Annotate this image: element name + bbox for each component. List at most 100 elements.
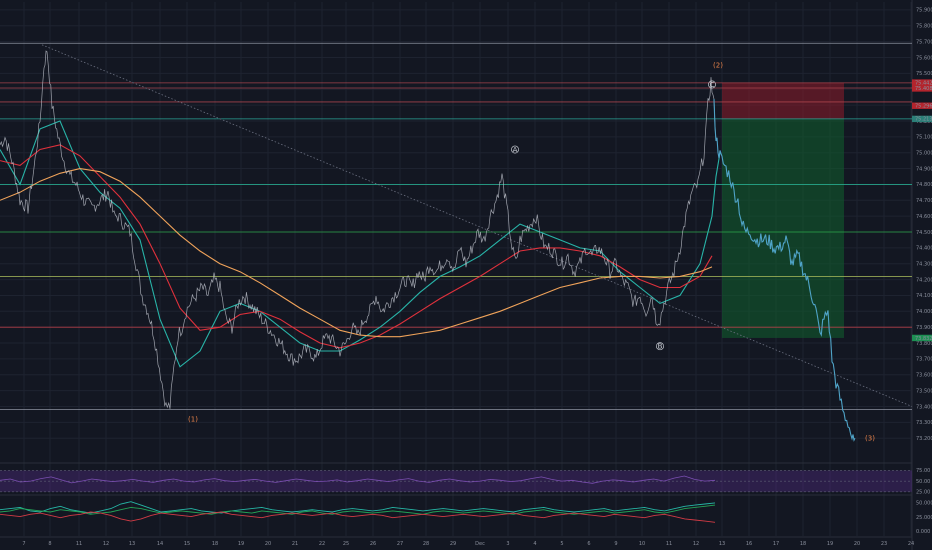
time-axis[interactable]: 7 8 11 12 13 14 15 18 19 20 21 22 25 26 27 28 29 Dec 3 4 5 6 9…	[22, 541, 914, 547]
time-axis-tick: Dec	[475, 541, 485, 547]
time-axis-tick: 22	[319, 541, 325, 547]
wave-label: (2)	[713, 62, 723, 70]
time-axis-tick: 28	[423, 541, 429, 547]
wave-label: B	[658, 343, 663, 351]
moving-average-1	[0, 120, 721, 368]
price-axis-tick: 74.900	[916, 166, 932, 172]
price-axis-tick: 75.000	[916, 150, 932, 156]
price-axis-tick: 73.800	[916, 341, 932, 347]
moving-average-3	[0, 168, 713, 338]
time-axis-tick: 25	[343, 541, 349, 547]
time-axis-tick: 7	[22, 541, 25, 547]
price-label-text: 75.442	[915, 80, 932, 86]
time-axis-tick: 26	[370, 541, 376, 547]
price-axis-tick: 73.200	[916, 436, 932, 442]
price-axis-tick: 74.100	[916, 293, 932, 299]
price-axis-tick: 73.600	[916, 373, 932, 379]
price-pane[interactable]: (1) (2) (3) A B C	[0, 42, 913, 443]
time-axis-tick: 20	[265, 541, 271, 547]
price-axis-tick: 73.700	[916, 357, 932, 363]
time-axis-tick: 11	[76, 541, 82, 547]
time-axis-tick: 29	[450, 541, 456, 547]
oscillator-axis-tick: 25.000	[916, 515, 932, 521]
price-axis-tick: 74.800	[916, 182, 932, 188]
price-axis-tick: 75.800	[916, 24, 932, 30]
time-axis-tick: 18	[800, 541, 806, 547]
wave-label: (3)	[865, 435, 875, 443]
price-axis-tick: 75.900	[916, 8, 932, 14]
price-label-tag	[912, 334, 932, 342]
price-axis-tick: 75.500	[916, 71, 932, 77]
time-axis-tick: 16	[746, 541, 752, 547]
time-axis-tick: 10	[639, 541, 645, 547]
price-axis-tick: 75.600	[916, 55, 932, 61]
price-axis-tick: 74.400	[916, 246, 932, 252]
descending-trendline	[41, 44, 913, 407]
moving-average-2	[0, 144, 713, 349]
oscillator-line-3	[0, 511, 716, 523]
price-axis-tick: 74.700	[916, 198, 932, 204]
rsi-axis-tick: 50.00	[916, 479, 930, 485]
time-axis-tick: 24	[908, 541, 914, 547]
time-axis-tick: 8	[48, 541, 51, 547]
oscillator-axis-tick: 0.000	[916, 529, 930, 535]
rsi-pane[interactable]	[0, 470, 912, 493]
price-label-tag	[912, 79, 932, 86]
time-axis-tick: 20	[854, 541, 860, 547]
wave-label-circle	[708, 80, 716, 89]
price-label-tag	[912, 115, 932, 123]
oscillator-axis-tick: 50.000	[916, 501, 932, 507]
oscillator-pane[interactable]	[0, 501, 716, 523]
wave-label: C	[710, 81, 715, 89]
time-axis-tick: 9	[614, 541, 617, 547]
take-profit-zone	[722, 118, 844, 338]
stop-loss-zone	[722, 82, 844, 119]
price-axis-tick: 74.300	[916, 262, 932, 268]
time-axis-tick: 13	[719, 541, 725, 547]
price-axis[interactable]: 75.90075.80075.70075.60075.50075.40075.3…	[912, 8, 932, 535]
rsi-axis-tick: 75.00	[916, 468, 930, 474]
time-axis-tick: 19	[827, 541, 833, 547]
time-axis-tick: 21	[292, 541, 298, 547]
price-axis-tick: 73.500	[916, 388, 932, 394]
wave-label-circle	[656, 342, 664, 351]
price-axis-tick: 73.400	[916, 404, 932, 410]
wave-label: (1)	[188, 415, 198, 423]
price-axis-tick: 75.100	[916, 135, 932, 141]
time-axis-tick: 18	[212, 541, 218, 547]
wave-label-circle	[511, 145, 519, 154]
price-axis-tick: 74.200	[916, 277, 932, 283]
time-axis-tick: 17	[773, 541, 779, 547]
rsi-line	[0, 475, 716, 484]
price-label-text: 75.296	[915, 104, 932, 110]
time-axis-tick: 19	[238, 541, 244, 547]
price-axis-tick: 75.700	[916, 39, 932, 45]
time-axis-tick: 23	[881, 541, 887, 547]
time-axis-tick: 11	[666, 541, 672, 547]
price-axis-tick: 74.600	[916, 214, 932, 220]
price-label-text: 73.832	[915, 336, 932, 342]
time-axis-tick: 14	[157, 541, 163, 547]
time-axis-tick: 5	[560, 541, 563, 547]
price-axis-tick: 73.300	[916, 420, 932, 426]
rsi-axis-tick: 25.00	[916, 490, 930, 496]
price-label-tag	[912, 85, 932, 92]
price-axis-tick: 73.900	[916, 325, 932, 331]
time-axis-tick: 13	[129, 541, 135, 547]
time-axis-tick: 3	[506, 541, 509, 547]
time-axis-tick: 15	[184, 541, 190, 547]
price-label-text: 75.213	[915, 117, 932, 123]
price-axis-tick: 74.000	[916, 309, 932, 315]
price-axis-tick: 74.500	[916, 230, 932, 236]
wave-label: A	[513, 146, 518, 154]
time-axis-tick: 12	[693, 541, 699, 547]
time-axis-tick: 12	[103, 541, 109, 547]
price-line-history	[0, 50, 717, 409]
price-line-recent	[713, 99, 856, 442]
time-axis-tick: 4	[533, 541, 536, 547]
time-axis-tick: 6	[587, 541, 590, 547]
time-axis-tick: 27	[397, 541, 403, 547]
price-label-text: 75.408	[915, 86, 932, 92]
price-label-tag	[912, 102, 932, 109]
